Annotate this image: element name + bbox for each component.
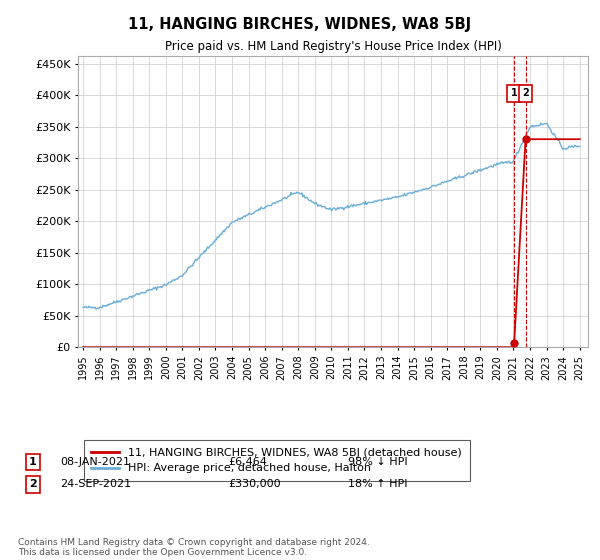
Text: Contains HM Land Registry data © Crown copyright and database right 2024.
This d: Contains HM Land Registry data © Crown c… — [18, 538, 370, 557]
Text: £330,000: £330,000 — [228, 479, 281, 489]
Text: 2: 2 — [522, 88, 529, 98]
Text: 2: 2 — [29, 479, 37, 489]
Title: Price paid vs. HM Land Registry's House Price Index (HPI): Price paid vs. HM Land Registry's House … — [164, 40, 502, 53]
Text: 98% ↓ HPI: 98% ↓ HPI — [348, 457, 407, 467]
Text: 1: 1 — [29, 457, 37, 467]
Text: 11, HANGING BIRCHES, WIDNES, WA8 5BJ: 11, HANGING BIRCHES, WIDNES, WA8 5BJ — [128, 17, 472, 32]
Text: 08-JAN-2021: 08-JAN-2021 — [60, 457, 130, 467]
Text: 18% ↑ HPI: 18% ↑ HPI — [348, 479, 407, 489]
Text: 1: 1 — [511, 88, 518, 98]
Text: £6,464: £6,464 — [228, 457, 267, 467]
Legend: 11, HANGING BIRCHES, WIDNES, WA8 5BJ (detached house), HPI: Average price, detac: 11, HANGING BIRCHES, WIDNES, WA8 5BJ (de… — [83, 440, 470, 481]
Text: 24-SEP-2021: 24-SEP-2021 — [60, 479, 131, 489]
